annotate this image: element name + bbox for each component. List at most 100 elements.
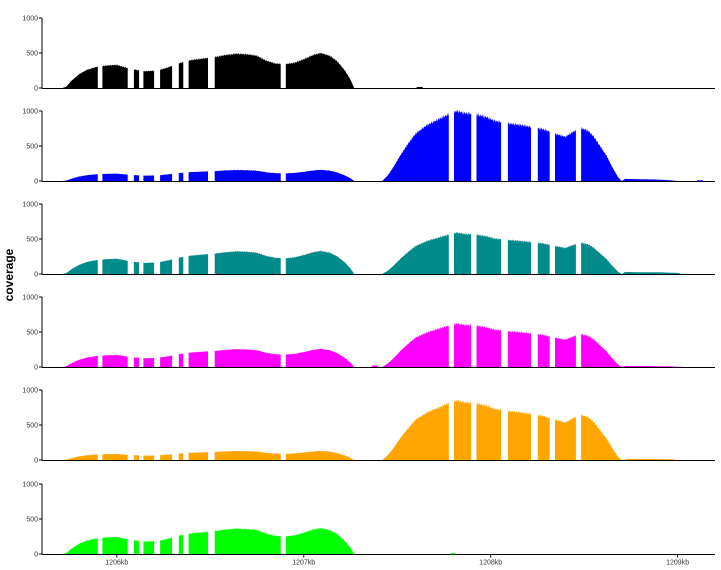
coverage-panel-3: 0 500 1000 — [22, 202, 715, 279]
y-tick-label: 500 — [26, 144, 38, 151]
y-tick-label: 0 — [34, 179, 38, 186]
coverage-panel-6: 0 500 1000 — [22, 482, 715, 559]
coverage-panel-5: 0 500 1000 — [22, 388, 715, 465]
coverage-area — [214, 348, 281, 367]
y-tick-label: 500 — [26, 237, 38, 244]
coverage-area — [555, 415, 576, 460]
coverage-area — [62, 259, 98, 274]
coverage-area — [581, 333, 622, 367]
coverage-area — [143, 455, 155, 460]
coverage-panel-4: 0 500 1000 — [22, 295, 715, 372]
coverage-area — [178, 172, 184, 181]
coverage-area — [143, 262, 155, 274]
coverage-area — [621, 271, 682, 274]
coverage-area — [102, 354, 128, 367]
coverage-area — [62, 174, 98, 181]
coverage-area — [62, 66, 98, 88]
coverage-area — [454, 322, 472, 367]
y-tick-label: 500 — [26, 51, 38, 58]
y-tick-label: 1000 — [22, 388, 38, 395]
coverage-area — [621, 178, 678, 181]
coverage-area — [143, 357, 155, 367]
coverage-area — [188, 253, 208, 274]
coverage-area — [102, 453, 128, 460]
coverage-area — [143, 70, 155, 88]
x-tick-label: 1206kb — [105, 560, 128, 567]
coverage-area — [507, 122, 531, 181]
coverage-area — [476, 113, 502, 181]
coverage-area — [143, 175, 155, 181]
coverage-area — [476, 233, 502, 274]
y-tick-label: 1000 — [22, 109, 38, 116]
x-tick-label: 1208kb — [479, 560, 502, 567]
coverage-speck — [416, 86, 423, 88]
coverage-area — [555, 243, 576, 274]
coverage-area — [285, 250, 355, 274]
coverage-area — [62, 355, 98, 367]
coverage-area — [625, 458, 676, 460]
y-tick-label: 500 — [26, 330, 38, 337]
coverage-area — [537, 333, 550, 367]
coverage-area — [214, 450, 281, 460]
coverage-area — [285, 527, 355, 554]
coverage-area — [537, 414, 550, 460]
coverage-panel-1: 0 500 1000 — [22, 16, 715, 93]
coverage-area — [62, 538, 98, 554]
y-tick-label: 1000 — [22, 482, 38, 489]
coverage-area — [188, 531, 208, 554]
x-tick-label: 1209kb — [666, 560, 689, 567]
coverage-area — [102, 258, 128, 274]
coverage-area — [160, 355, 173, 367]
y-tick-label: 0 — [34, 552, 38, 559]
coverage-area — [160, 173, 173, 181]
coverage-speck — [450, 553, 457, 555]
coverage-area — [476, 402, 502, 460]
coverage-area — [178, 453, 184, 460]
coverage-area — [102, 536, 128, 554]
y-tick-label: 500 — [26, 423, 38, 430]
coverage-area — [454, 231, 472, 274]
y-tick-label: 500 — [26, 517, 38, 524]
coverage-area — [188, 452, 208, 460]
coverage-area — [102, 173, 128, 181]
y-tick-label: 1000 — [22, 202, 38, 209]
coverage-area — [382, 112, 449, 181]
coverage-area — [285, 52, 355, 88]
coverage-area — [285, 348, 355, 367]
coverage-area — [555, 335, 576, 367]
y-tick-label: 0 — [34, 458, 38, 465]
y-tick-label: 1000 — [22, 16, 38, 23]
coverage-area — [555, 129, 576, 181]
coverage-area — [537, 242, 550, 274]
coverage-area — [133, 175, 140, 181]
coverage-area — [160, 259, 173, 274]
coverage-panels: 0 500 1000 0 500 1000 0 500 1000 0 500 1000 0 500 1000… — [22, 16, 715, 559]
coverage-area — [178, 61, 184, 88]
coverage-area — [178, 353, 184, 367]
coverage-area — [133, 357, 140, 367]
coverage-area — [476, 325, 502, 367]
coverage-area — [62, 454, 98, 460]
coverage-area — [188, 171, 208, 181]
coverage-area — [133, 69, 140, 88]
coverage-area — [188, 57, 208, 88]
coverage-area — [160, 454, 173, 460]
x-axis: 1206kb 1207kb 1208kb 1209kb — [105, 554, 689, 567]
coverage-area — [214, 52, 281, 88]
y-tick-label: 0 — [34, 86, 38, 93]
coverage-area — [143, 540, 155, 554]
y-tick-label: 1000 — [22, 295, 38, 302]
coverage-area — [133, 540, 140, 554]
coverage-area — [454, 399, 472, 460]
coverage-area — [382, 325, 449, 367]
y-tick-label: 0 — [34, 272, 38, 279]
coverage-area — [285, 169, 355, 181]
y-axis-label: coverage — [2, 248, 16, 301]
coverage-area — [214, 169, 281, 181]
x-tick-label: 1207kb — [292, 560, 315, 567]
coverage-area — [382, 401, 449, 460]
coverage-area — [581, 413, 622, 460]
coverage-area — [102, 64, 128, 88]
coverage-area — [178, 534, 184, 554]
